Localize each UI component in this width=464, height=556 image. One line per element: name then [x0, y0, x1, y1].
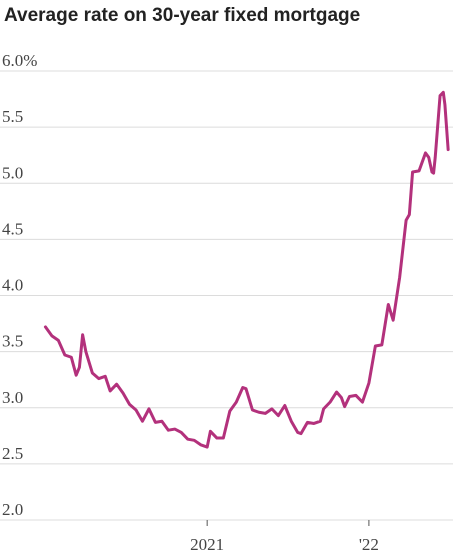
y-tick-label: 3.0	[2, 388, 23, 407]
y-tick-label: 4.0	[2, 276, 23, 295]
y-tick-label: 3.5	[2, 332, 23, 351]
y-tick-label: 4.5	[2, 219, 23, 238]
chart-title: Average rate on 30-year fixed mortgage	[4, 5, 360, 26]
y-tick-label: 5.5	[2, 107, 23, 126]
y-tick-label: 2.0	[2, 500, 23, 519]
line	[43, 90, 450, 449]
x-tick-label: 2021	[190, 535, 224, 554]
x-tick-label: '22	[359, 535, 379, 554]
y-tick-label: 6.0%	[2, 51, 37, 70]
y-tick-label: 2.5	[2, 444, 23, 463]
y-tick-label: 5.0	[2, 163, 23, 182]
